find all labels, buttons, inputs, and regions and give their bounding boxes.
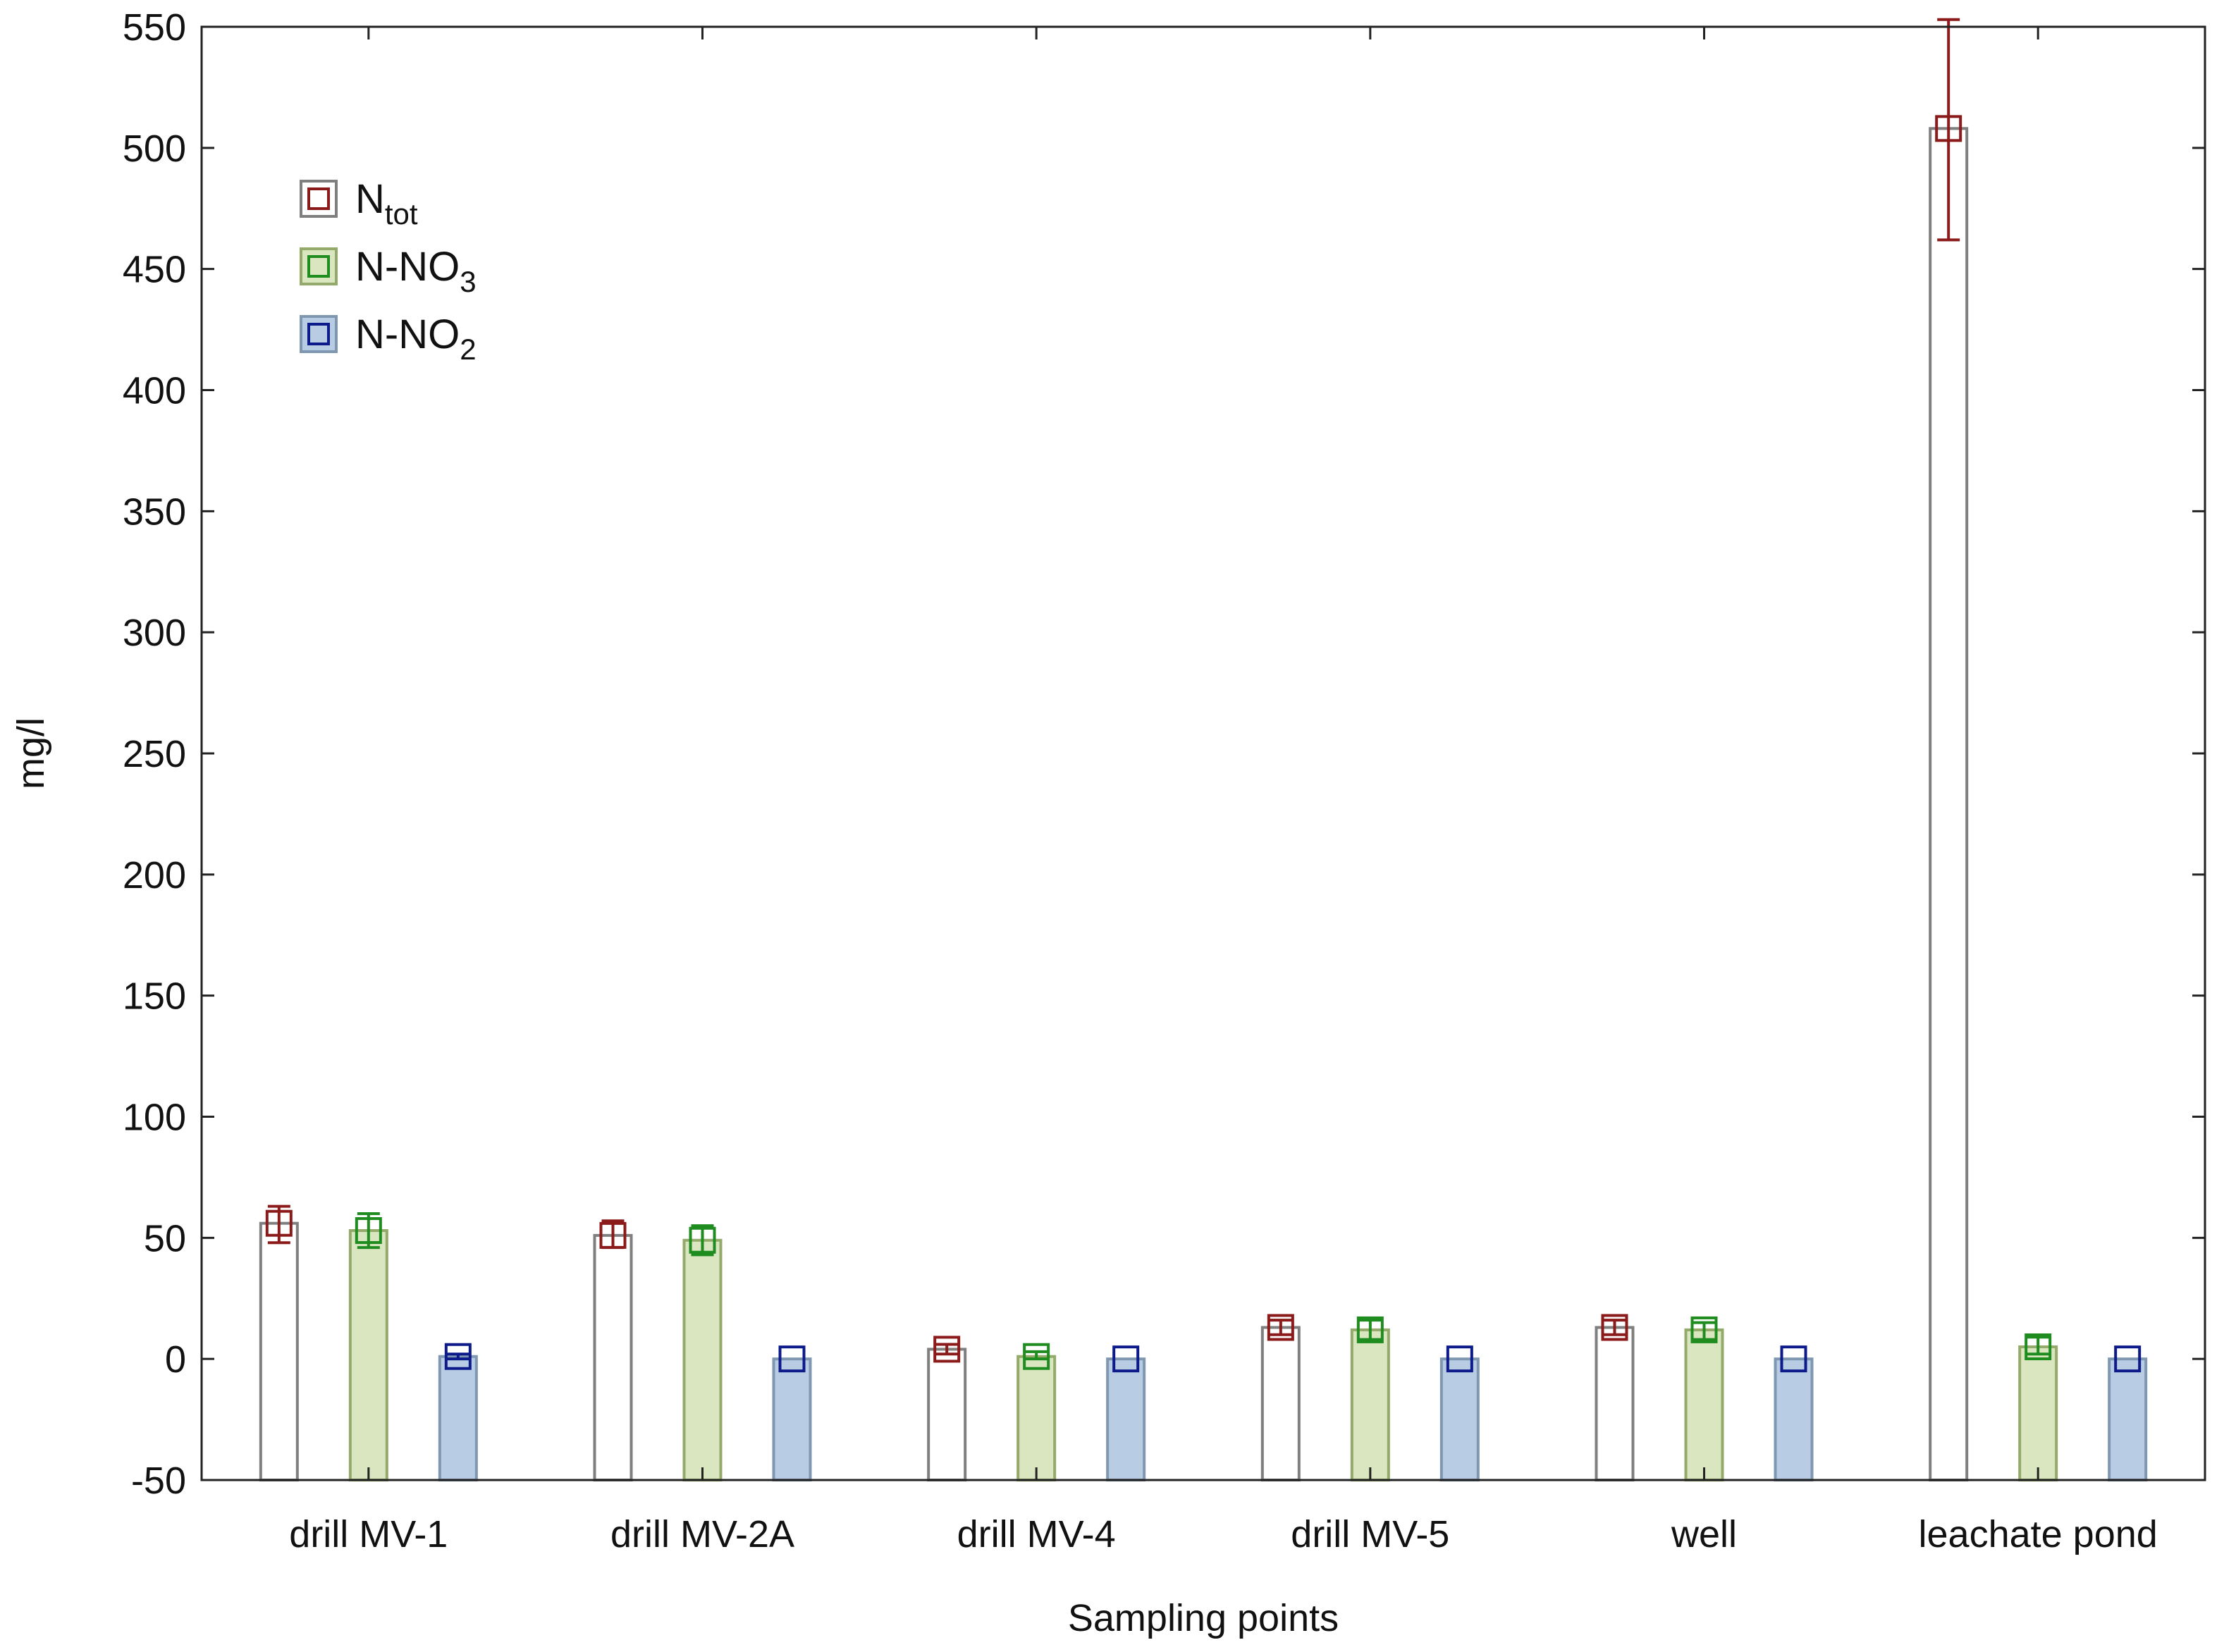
x-tick-label: drill MV-5 bbox=[1291, 1513, 1449, 1555]
legend-label-subscript: 2 bbox=[460, 333, 476, 366]
y-tick-label: 300 bbox=[123, 612, 186, 654]
bar bbox=[1774, 1357, 1814, 1481]
mean-marker bbox=[599, 1221, 627, 1249]
y-tick-label: 100 bbox=[123, 1097, 186, 1139]
plot-frame bbox=[200, 25, 2206, 1481]
mean-marker bbox=[2025, 1333, 2052, 1360]
mean-marker bbox=[1112, 1345, 1140, 1373]
x-tick-label: drill MV-1 bbox=[289, 1513, 448, 1555]
bar bbox=[1350, 1328, 1390, 1481]
bar bbox=[348, 1229, 388, 1481]
legend-marker bbox=[307, 255, 330, 278]
legend: Ntot N-NO3 N-NO2 bbox=[300, 176, 477, 366]
x-tick-label: leachate pond bbox=[1919, 1513, 2158, 1555]
bar bbox=[1016, 1355, 1057, 1481]
y-tick-label: 200 bbox=[123, 854, 186, 896]
legend-label: N-NO2 bbox=[355, 312, 477, 366]
legend-swatch bbox=[300, 180, 338, 218]
error-bars-layer bbox=[267, 18, 2050, 1361]
bar bbox=[1684, 1328, 1724, 1481]
mean-marker bbox=[1446, 1345, 1473, 1373]
mean-marker bbox=[355, 1217, 382, 1245]
legend-label-subscript: tot bbox=[385, 197, 418, 230]
mean-marker bbox=[778, 1345, 806, 1373]
y-axis-label: mg/l bbox=[10, 717, 52, 789]
y-tick-label: 0 bbox=[165, 1338, 186, 1381]
bar bbox=[1929, 127, 1969, 1482]
y-tick-label: 450 bbox=[123, 249, 186, 291]
mean-marker bbox=[1023, 1343, 1050, 1370]
mean-marker bbox=[933, 1336, 961, 1363]
mean-marker bbox=[689, 1226, 716, 1254]
bar bbox=[682, 1238, 723, 1482]
x-tick-label: well bbox=[1671, 1513, 1737, 1555]
bar bbox=[1595, 1326, 1635, 1481]
legend-label-subscript: 3 bbox=[460, 265, 476, 298]
y-tick-label: 50 bbox=[144, 1217, 186, 1259]
bar bbox=[2108, 1357, 2148, 1481]
bar bbox=[259, 1221, 299, 1482]
bar bbox=[1106, 1357, 1146, 1481]
legend-swatch bbox=[300, 247, 338, 285]
legend-swatch bbox=[300, 315, 338, 353]
legend-marker bbox=[307, 323, 330, 345]
legend-marker bbox=[307, 187, 330, 210]
mean-marker bbox=[1690, 1316, 1718, 1343]
x-tick-label: drill MV-2A bbox=[610, 1513, 794, 1555]
y-tick-label: 350 bbox=[123, 491, 186, 533]
legend-label: Ntot bbox=[355, 176, 418, 230]
x-tick-label: drill MV-4 bbox=[957, 1513, 1116, 1555]
y-tick-label: 500 bbox=[123, 128, 186, 170]
y-tick-label: 150 bbox=[123, 975, 186, 1018]
bar bbox=[927, 1348, 967, 1482]
mean-marker bbox=[265, 1209, 293, 1237]
x-axis: drill MV-1 drill MV-2A drill MV-4 drill MV-… bbox=[289, 27, 2158, 1555]
bar bbox=[593, 1233, 633, 1481]
bar bbox=[1260, 1326, 1301, 1481]
y-axis: -50 0 50 100 150 200 250 300 350 400 450 500 550 bbox=[123, 6, 2205, 1502]
mean-marker bbox=[1935, 115, 1962, 142]
markers-layer bbox=[265, 115, 2142, 1373]
y-tick-label: 550 bbox=[123, 6, 186, 49]
y-tick-label: 250 bbox=[123, 733, 186, 775]
bar bbox=[772, 1357, 812, 1481]
bar bbox=[438, 1355, 478, 1481]
bar bbox=[1439, 1357, 1480, 1481]
mean-marker bbox=[1601, 1314, 1628, 1341]
legend-label: N-NO3 bbox=[355, 244, 477, 298]
mean-marker bbox=[2114, 1345, 2142, 1373]
y-tick-label: 400 bbox=[123, 370, 186, 412]
bars-layer bbox=[259, 127, 2148, 1482]
x-axis-label: Sampling points bbox=[1068, 1597, 1339, 1639]
mean-marker bbox=[1780, 1345, 1807, 1373]
mean-marker bbox=[1356, 1316, 1384, 1343]
bar bbox=[2018, 1345, 2058, 1481]
y-tick-label: -50 bbox=[131, 1460, 186, 1502]
mean-marker bbox=[444, 1343, 472, 1370]
mean-marker bbox=[1267, 1314, 1294, 1341]
